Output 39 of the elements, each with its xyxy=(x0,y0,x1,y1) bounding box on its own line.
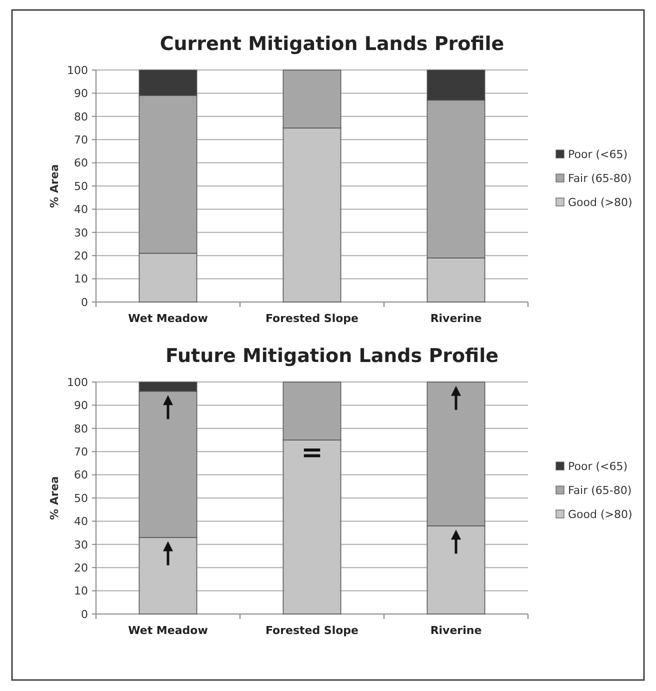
chart-title: Current Mitigation Lands Profile xyxy=(160,33,504,55)
y-tick-label: 60 xyxy=(74,156,88,170)
legend-label: Good (>80) xyxy=(568,196,632,209)
y-tick-label: 90 xyxy=(74,87,88,100)
y-tick-label: 80 xyxy=(74,110,88,124)
x-tick-label: Riverine xyxy=(430,624,482,637)
y-tick-label: 10 xyxy=(74,584,88,598)
y-tick-label: 80 xyxy=(74,422,88,436)
y-axis-title: % Area xyxy=(48,164,61,208)
x-tick-label: Wet Meadow xyxy=(128,624,208,637)
y-tick-label: 40 xyxy=(74,515,88,528)
y-tick-label: 40 xyxy=(74,203,88,216)
legend-label: Poor (<65) xyxy=(568,148,628,161)
y-axis-title: % Area xyxy=(48,476,61,520)
y-tick-label: 0 xyxy=(81,608,88,621)
y-tick-label: 30 xyxy=(74,538,88,552)
x-tick-label: Forested Slope xyxy=(265,624,359,637)
y-tick-label: 50 xyxy=(74,492,88,505)
annotation: = xyxy=(301,438,323,468)
y-tick-label: 100 xyxy=(67,64,88,77)
y-tick-label: 70 xyxy=(74,445,88,458)
y-tick-label: 20 xyxy=(74,249,88,262)
x-tick-label: Riverine xyxy=(430,312,482,325)
legend-label: Fair (65-80) xyxy=(568,484,632,497)
y-tick-label: 100 xyxy=(67,376,88,389)
x-tick-label: Wet Meadow xyxy=(128,312,208,325)
y-tick-label: 30 xyxy=(74,226,88,240)
y-tick-label: 50 xyxy=(74,180,88,193)
x-tick-label: Forested Slope xyxy=(265,312,359,325)
legend-label: Fair (65-80) xyxy=(568,172,632,185)
y-tick-label: 0 xyxy=(81,296,88,309)
y-tick-label: 10 xyxy=(74,272,88,286)
legend-label: Good (>80) xyxy=(568,508,632,521)
y-tick-label: 70 xyxy=(74,133,88,146)
chart-title: Future Mitigation Lands Profile xyxy=(165,345,499,367)
legend-label: Poor (<65) xyxy=(568,460,628,473)
y-tick-label: 90 xyxy=(74,399,88,412)
y-tick-label: 20 xyxy=(74,561,88,574)
y-tick-label: 60 xyxy=(74,468,88,482)
